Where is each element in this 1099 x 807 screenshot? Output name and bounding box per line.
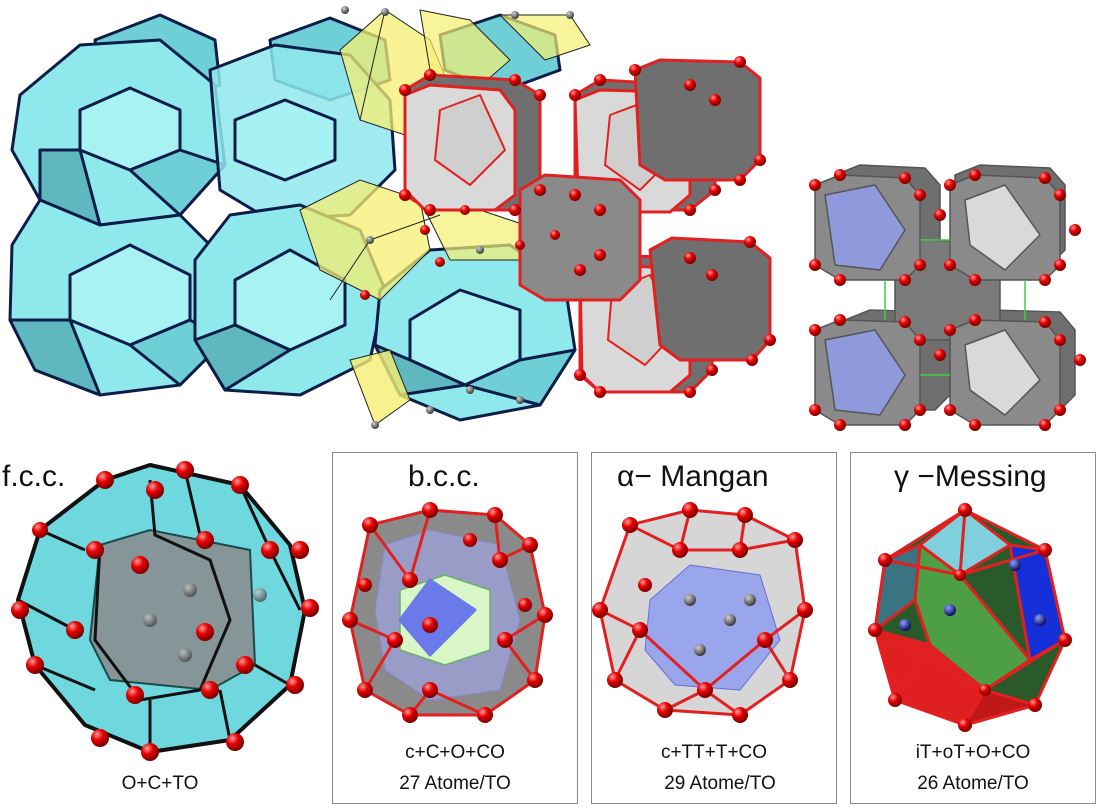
atoms-fcc-grey (143, 583, 267, 662)
panel-messing-title: γ −Messing (894, 460, 1047, 493)
panel-bcc-caption-atoms: 27 Atome/TO (399, 773, 511, 794)
fcc-polyhedron (16, 463, 307, 754)
panel-bcc-frame (332, 452, 578, 804)
panel-mangan-title: α− Mangan (617, 460, 769, 493)
atoms-messing (868, 503, 1072, 732)
atoms-mangan (592, 502, 813, 723)
atoms-grey-small (341, 6, 574, 429)
panel-mangan-frame (591, 452, 837, 804)
cyan-truncated-octahedra-packing (8, 13, 577, 422)
panel-bcc-caption-composition: c+C+O+CO (405, 742, 505, 763)
atoms-fcc (11, 461, 319, 761)
panel-bcc-title: b.c.c. (408, 460, 480, 493)
panel-fcc-caption: O+C+TO (121, 773, 199, 794)
bcc-cube-packing (814, 164, 1076, 426)
panel-mangan-caption-composition: c+TT+T+CO (660, 742, 768, 763)
panel-fcc-title: f.c.c. (2, 460, 66, 493)
panel-messing-frame (850, 452, 1096, 804)
panel-mangan-caption-atoms: 29 Atome/TO (664, 773, 776, 794)
atoms-messing-blue (899, 559, 1046, 631)
atoms-bcc-packing (809, 169, 1086, 431)
atoms-top-middle (360, 56, 776, 398)
panel-messing-caption-atoms: 26 Atome/TO (917, 773, 1029, 794)
atoms-mangan-grey (684, 594, 756, 656)
atoms-bcc (342, 502, 553, 723)
panel-messing-caption-composition: iT+oT+O+CO (915, 742, 1031, 763)
grey-truncated-cubes (403, 58, 772, 394)
